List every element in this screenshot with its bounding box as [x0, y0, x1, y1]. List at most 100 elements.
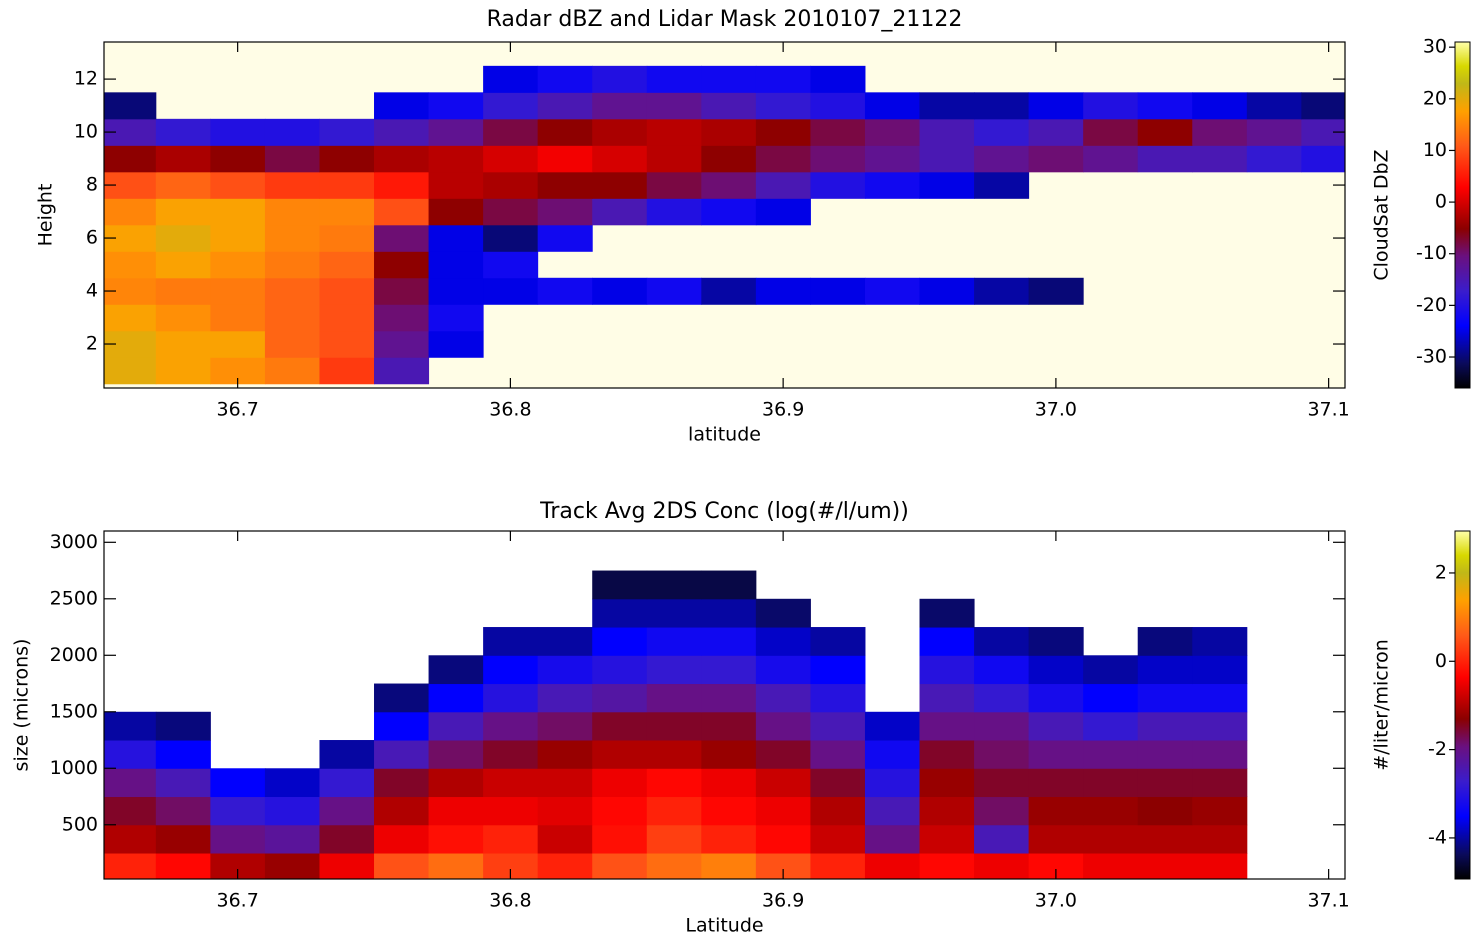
- colorbar-tick-label: -2: [1428, 738, 1447, 760]
- heatmap-cell: [537, 118, 593, 146]
- heatmap-cell: [537, 768, 593, 798]
- heatmap-cell: [701, 171, 757, 199]
- heatmap-cell: [264, 171, 320, 199]
- heatmap-cell: [537, 224, 593, 252]
- heatmap-cell: [210, 198, 266, 226]
- heatmap-cell: [428, 330, 484, 358]
- heatmap-cell: [701, 796, 757, 826]
- x-tick-label: 37.0: [1035, 890, 1077, 912]
- x-tick-label: 36.8: [489, 890, 531, 912]
- heatmap-cell: [646, 627, 702, 656]
- heatmap-cell: [755, 824, 811, 854]
- heatmap-cell: [1137, 145, 1193, 173]
- heatmap-cell: [646, 65, 702, 93]
- heatmap-cell: [646, 740, 702, 769]
- heatmap-cell: [1192, 145, 1248, 173]
- heatmap-cell: [1192, 118, 1248, 146]
- heatmap-cell: [155, 304, 211, 332]
- heatmap-cell: [319, 118, 375, 146]
- heatmap-cell: [592, 171, 648, 199]
- heatmap-cell: [1083, 853, 1139, 879]
- heatmap-cell: [1028, 796, 1084, 826]
- heatmap-cell: [701, 768, 757, 798]
- heatmap-cell: [1028, 740, 1084, 769]
- heatmap-cell: [919, 740, 975, 769]
- heatmap-cell: [1028, 145, 1084, 173]
- heatmap-cell: [646, 198, 702, 226]
- heatmap-cell: [104, 251, 157, 279]
- heatmap-cell: [864, 796, 921, 826]
- heatmap-cell: [646, 853, 702, 879]
- heatmap-cell: [537, 65, 593, 93]
- heatmap-cell: [319, 768, 375, 798]
- heatmap-cell: [210, 824, 266, 854]
- y-tick-label: 4: [86, 280, 98, 302]
- heatmap-cell: [755, 92, 811, 120]
- plot-frame: [103, 41, 1346, 389]
- heatmap-cell: [155, 711, 211, 741]
- heatmap-cell: [1301, 145, 1345, 173]
- heatmap-cell: [755, 65, 811, 93]
- chart-title: Track Avg 2DS Conc (log(#/l/um)): [539, 499, 909, 524]
- heatmap-cell: [483, 277, 539, 305]
- heatmap-cell: [1192, 768, 1248, 798]
- heatmap-cell: [537, 796, 593, 826]
- heatmap-cell: [974, 796, 1030, 826]
- y-tick-label: 6: [86, 227, 98, 249]
- heatmap-cell: [1137, 740, 1193, 769]
- heatmap-cell: [646, 570, 702, 600]
- heatmap-cell: [483, 145, 539, 173]
- heatmap-cell: [210, 796, 266, 826]
- heatmap-cell: [701, 145, 757, 173]
- heatmap-cell: [537, 627, 593, 656]
- heatmap-cell: [104, 357, 157, 385]
- heatmap-cell: [592, 277, 648, 305]
- colorbar-tick-label: 0: [1435, 191, 1447, 213]
- heatmap-cell: [483, 251, 539, 279]
- colorbar-tick-label: -4: [1428, 826, 1447, 848]
- heatmap-cell: [428, 145, 484, 173]
- heatmap-cell: [483, 711, 539, 741]
- heatmap-cell: [1246, 118, 1302, 146]
- heatmap-cell: [1083, 796, 1139, 826]
- heatmap-cell: [537, 711, 593, 741]
- heatmap-cell: [1192, 627, 1248, 656]
- heatmap-cell: [374, 277, 430, 305]
- heatmap-cell: [646, 711, 702, 741]
- heatmap-cell: [1192, 655, 1248, 685]
- heatmap-cell: [155, 330, 211, 358]
- heatmap-cell: [264, 768, 320, 798]
- heatmap-cell: [974, 740, 1030, 769]
- heatmap-cell: [483, 198, 539, 226]
- y-tick-label: 12: [74, 68, 98, 90]
- heatmap-cell: [1028, 627, 1084, 656]
- x-tick-label: 36.7: [216, 890, 258, 912]
- heatmap-cell: [374, 198, 430, 226]
- heatmap-cell: [537, 740, 593, 769]
- heatmap-cell: [919, 655, 975, 685]
- heatmap-cell: [155, 768, 211, 798]
- heatmap-cell: [1192, 92, 1248, 120]
- y-tick-label: 1500: [50, 700, 98, 722]
- heatmap-cell: [646, 824, 702, 854]
- heatmap-cell: [374, 853, 430, 879]
- heatmap-cell: [428, 853, 484, 879]
- heatmap-cell: [755, 655, 811, 685]
- heatmap-cell: [264, 118, 320, 146]
- x-tick-label: 37.1: [1307, 890, 1349, 912]
- heatmap-cell: [810, 711, 866, 741]
- heatmap-cell: [155, 277, 211, 305]
- heatmap-cell: [374, 92, 430, 120]
- heatmap-cell: [1137, 768, 1193, 798]
- colorbar-tick-label: 0: [1435, 650, 1447, 672]
- heatmap-cell: [483, 796, 539, 826]
- heatmap-cell: [155, 145, 211, 173]
- heatmap-cell: [919, 171, 975, 199]
- colorbar-tick-label: 10: [1423, 139, 1447, 161]
- heatmap-cell: [864, 171, 921, 199]
- heatmap-cell: [1137, 118, 1193, 146]
- heatmap-cell: [810, 824, 866, 854]
- heatmap-cell: [155, 796, 211, 826]
- heatmap-cell: [646, 92, 702, 120]
- heatmap-cell: [592, 570, 648, 600]
